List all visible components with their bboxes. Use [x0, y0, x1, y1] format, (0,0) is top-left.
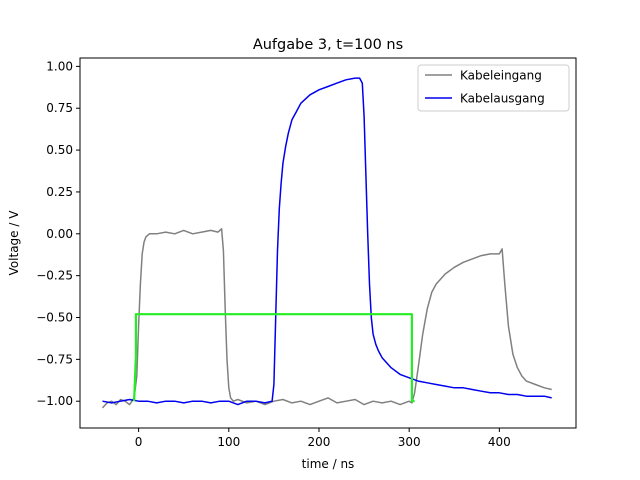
legend: Kabeleingang Kabelausgang	[417, 64, 570, 112]
y-tick-label: 0.50	[46, 143, 73, 157]
plot-frame	[79, 57, 577, 429]
x-tick-label: 0	[135, 435, 143, 449]
chart-title: Aufgabe 3, t=100 ns	[253, 37, 403, 53]
legend-label-kabelausgang: Kabelausgang	[460, 92, 545, 106]
y-tick-label: 0.75	[46, 101, 73, 115]
y-axis-label: Voltage / V	[7, 210, 21, 276]
y-tick-label: −0.50	[36, 311, 73, 325]
x-tick-label: 400	[488, 435, 511, 449]
y-tick-label: 0.00	[46, 227, 73, 241]
y-axis-ticks: −1.00 −0.75 −0.50 −0.25 0.00 0.25 0.50 0.75 1.00	[36, 59, 80, 408]
x-axis-label: time / ns	[302, 457, 355, 471]
y-tick-label: 1.00	[46, 59, 73, 73]
x-tick-label: 300	[398, 435, 421, 449]
series-line-series-2	[133, 313, 415, 403]
y-tick-label: 0.25	[46, 185, 73, 199]
x-tick-label: 200	[308, 435, 331, 449]
y-tick-label: −1.00	[36, 394, 73, 408]
x-tick-label: 100	[217, 435, 240, 449]
legend-box	[417, 64, 570, 112]
legend-label-kabeleingang: Kabeleingang	[460, 69, 542, 83]
y-tick-label: −0.25	[36, 269, 73, 283]
x-axis-ticks: 0 100 200 300 400	[135, 428, 511, 449]
series-line-kabelausgang	[102, 77, 552, 406]
series-line-kabeleingang	[101, 228, 552, 409]
y-tick-label: −0.75	[36, 352, 73, 366]
series-layer	[101, 77, 552, 409]
